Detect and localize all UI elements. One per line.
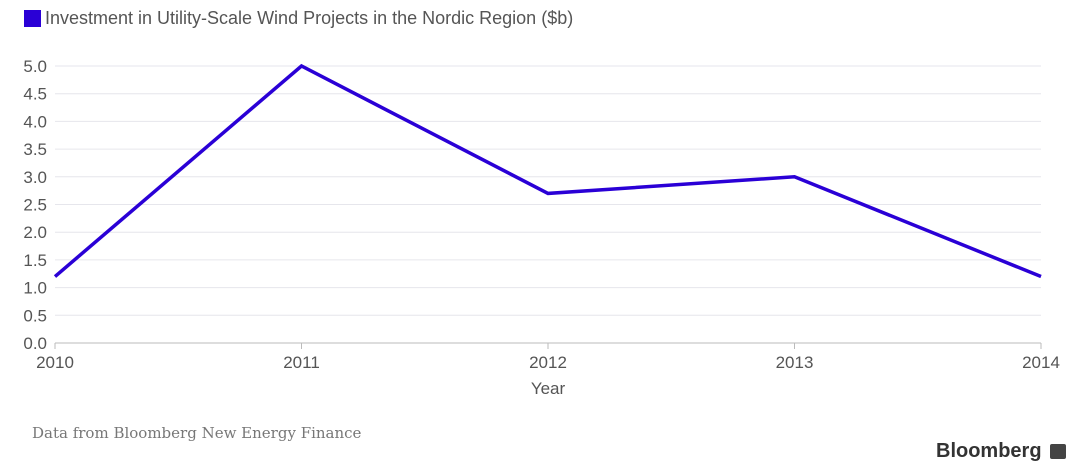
- legend-swatch: [24, 10, 41, 27]
- y-tick-label: 1.0: [23, 279, 47, 298]
- y-tick-label: 0.0: [23, 334, 47, 353]
- brand-name: Bloomberg: [936, 440, 1042, 462]
- y-tick-label: 0.5: [23, 306, 47, 325]
- chart-title: Investment in Utility-Scale Wind Project…: [45, 8, 574, 28]
- x-tick-label: 2012: [529, 353, 567, 372]
- y-tick-label: 3.0: [23, 168, 47, 187]
- y-tick-label: 2.0: [23, 223, 47, 242]
- x-axis-label: Year: [531, 379, 566, 398]
- x-tick-label: 2010: [36, 353, 74, 372]
- series-line: [53, 63, 1042, 279]
- x-tick-label: 2011: [283, 353, 320, 372]
- bar-chart-icon: [1049, 444, 1066, 459]
- x-tick-label: 2013: [776, 353, 814, 372]
- bloomberg-logo: Bloomberg: [936, 440, 1066, 463]
- y-tick-label: 3.5: [23, 140, 47, 159]
- y-tick-label: 2.5: [23, 196, 47, 215]
- source-note: Data from Bloomberg New Energy Finance: [32, 424, 362, 442]
- y-tick-label: 5.0: [23, 57, 47, 76]
- legend: Investment in Utility-Scale Wind Project…: [24, 8, 573, 29]
- y-tick-label: 4.5: [23, 85, 47, 104]
- y-tick-label: 1.5: [23, 251, 47, 270]
- x-tick-label: 2014: [1022, 353, 1060, 372]
- y-tick-label: 4.0: [23, 112, 47, 131]
